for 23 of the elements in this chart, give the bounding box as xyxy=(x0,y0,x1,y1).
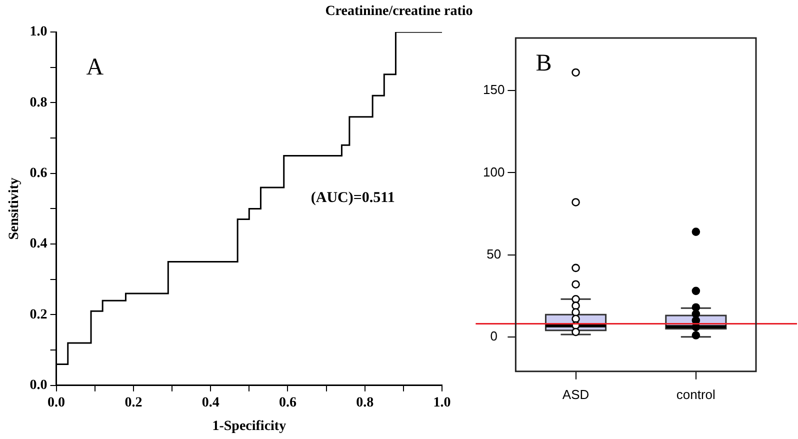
y-tick-label: 150 xyxy=(482,82,505,98)
annotation: B xyxy=(536,50,552,76)
y-axis-title: Sensitivity xyxy=(7,178,22,240)
x-tick-label: 0.0 xyxy=(48,395,66,410)
annotation: (AUC)=0.511 xyxy=(310,190,395,206)
x-tick-label: 0.8 xyxy=(356,395,374,410)
y-tick-label: 0.4 xyxy=(30,236,48,252)
x-tick-label: control xyxy=(676,386,716,402)
x-tick-label: 0.4 xyxy=(202,395,220,410)
chart-title: Creatinine/creatine ratio xyxy=(324,4,474,20)
y-tick-label: 0 xyxy=(490,328,498,344)
y-tick-label: 0.6 xyxy=(30,166,48,181)
y-tick-label: 0.8 xyxy=(30,95,48,110)
x-axis-title: 1-Specificity xyxy=(212,419,286,434)
y-tick-label: 50 xyxy=(486,246,502,262)
y-tick-label: 0.2 xyxy=(30,307,48,322)
x-tick-label: 1.0 xyxy=(433,395,451,410)
y-tick-label: 100 xyxy=(482,164,505,180)
y-tick-label: 1.0 xyxy=(30,24,48,40)
x-tick-label: ASD xyxy=(562,386,590,402)
x-tick-label: 0.6 xyxy=(278,395,296,410)
x-tick-label: 0.2 xyxy=(124,395,142,410)
annotation: A xyxy=(86,54,104,80)
